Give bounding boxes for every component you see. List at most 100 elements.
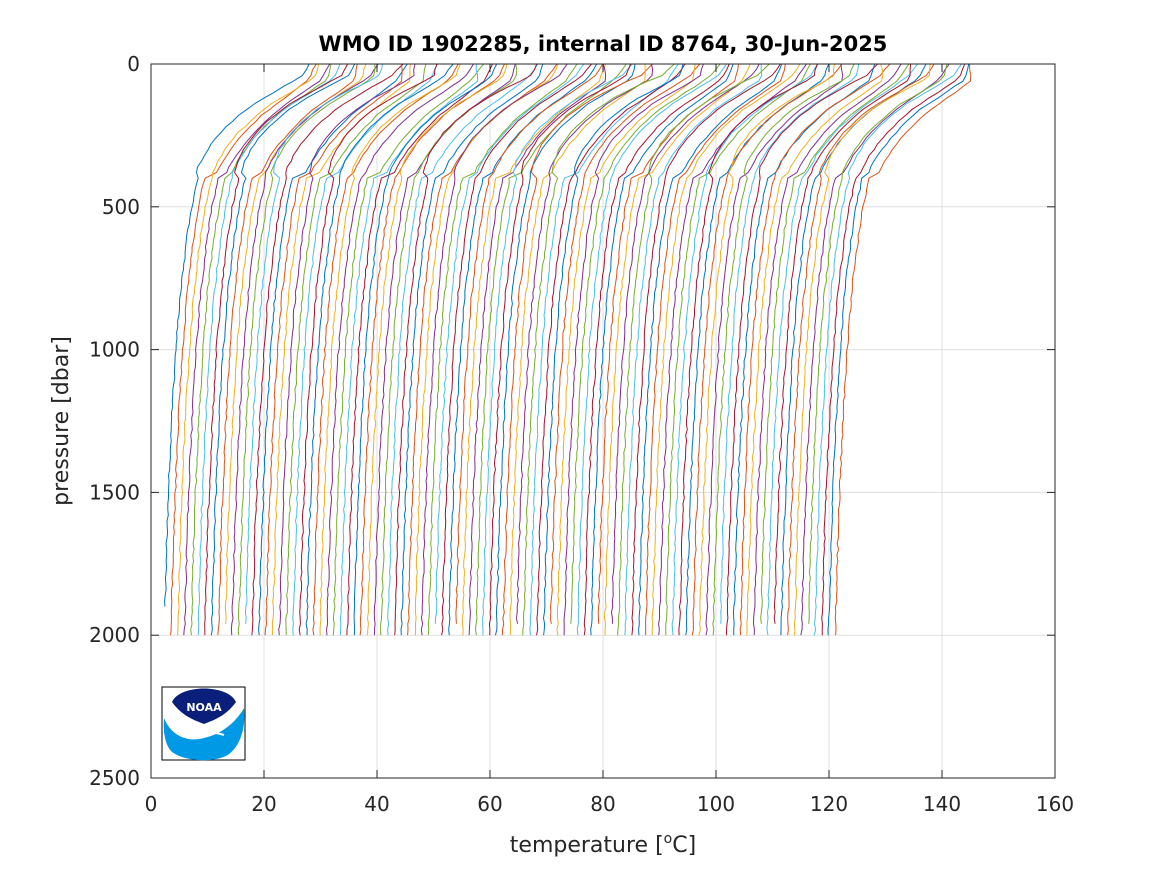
profile-line xyxy=(359,63,505,636)
profile-line xyxy=(698,63,836,636)
profile-line xyxy=(536,63,686,636)
profile-line xyxy=(556,63,696,636)
profile-line xyxy=(549,63,701,624)
profile-line xyxy=(583,63,730,636)
profile-line xyxy=(251,63,404,636)
profile-line xyxy=(725,63,878,636)
profile-line xyxy=(366,63,508,636)
y-tick-label: 0 xyxy=(127,52,140,76)
profile-line xyxy=(800,63,950,636)
profile-line xyxy=(705,63,844,636)
profile-line xyxy=(658,63,807,636)
y-tick-label: 1500 xyxy=(89,480,140,504)
profile-line xyxy=(197,63,341,636)
profile-line xyxy=(400,63,544,636)
x-tick-label: 20 xyxy=(251,792,276,816)
y-tick-label: 500 xyxy=(102,195,140,219)
profile-line xyxy=(603,63,751,636)
profile-line xyxy=(542,63,684,636)
profile-line xyxy=(177,63,319,636)
x-tick-label: 40 xyxy=(364,792,389,816)
profile-line xyxy=(258,63,408,636)
x-tick-label: 0 xyxy=(145,792,158,816)
profile-line xyxy=(638,63,783,636)
profile-line xyxy=(787,63,935,636)
profile-line xyxy=(448,63,598,636)
y-tick-label: 2500 xyxy=(89,766,140,790)
profile-line xyxy=(204,63,349,636)
profile-line xyxy=(420,63,568,636)
profile-line xyxy=(570,63,721,624)
profile-line xyxy=(685,63,830,636)
profile-line xyxy=(529,63,679,636)
profile-line xyxy=(597,63,739,624)
profile-line xyxy=(387,63,539,636)
x-tick-labels: 0 20 40 60 80 100 120 140 160 xyxy=(145,792,1074,816)
profile-line xyxy=(678,63,819,636)
profile-line xyxy=(217,63,358,636)
x-tick-label: 140 xyxy=(923,792,961,816)
profile-line xyxy=(380,63,518,636)
logo-text: NOAA xyxy=(186,701,222,714)
profile-line xyxy=(712,63,855,636)
profile-line xyxy=(210,63,356,636)
x-axis-label: temperature [oC] xyxy=(510,831,696,858)
profile-line xyxy=(434,63,585,624)
profile-line xyxy=(501,63,653,636)
profile-line xyxy=(455,63,604,624)
profile-line xyxy=(325,63,474,636)
profile-line xyxy=(617,63,770,636)
x-tick-label: 60 xyxy=(477,792,502,816)
profile-line xyxy=(760,63,910,624)
profile-line xyxy=(720,63,860,624)
profile-line xyxy=(813,63,962,636)
profile-line xyxy=(474,63,627,636)
profile-line xyxy=(509,63,646,636)
profile-line xyxy=(230,63,379,636)
profile-line xyxy=(353,63,498,636)
y-tick-label: 2000 xyxy=(89,623,140,647)
logo-light-shape xyxy=(163,708,245,761)
logo-dark-shape xyxy=(172,688,236,724)
profile-line xyxy=(427,63,578,636)
profile-line xyxy=(495,63,636,636)
noaa-logo: NOAA xyxy=(161,686,246,761)
profile-line xyxy=(312,63,459,636)
profile-line xyxy=(651,63,801,636)
profile-line xyxy=(739,63,891,636)
chart-title: WMO ID 1902285, internal ID 8764, 30-Jun… xyxy=(319,32,888,56)
profile-line xyxy=(298,63,438,636)
profile-line xyxy=(482,63,633,636)
profile-line xyxy=(339,63,479,636)
y-axis-label: pressure [dbar] xyxy=(49,336,74,506)
profile-line xyxy=(773,63,912,624)
profile-line xyxy=(346,63,493,636)
profile-line xyxy=(278,63,416,636)
profile-line xyxy=(224,63,367,624)
profile-line xyxy=(691,63,843,636)
profile-line xyxy=(394,63,538,636)
profile-line xyxy=(244,63,383,624)
profile-line xyxy=(183,63,331,636)
profile-line xyxy=(576,63,728,636)
profile-line xyxy=(468,63,607,636)
profile-line xyxy=(319,63,461,636)
profile-line xyxy=(305,63,454,636)
profile-line xyxy=(793,63,931,636)
profile-line xyxy=(441,63,592,636)
profile-line xyxy=(164,63,310,607)
profile-line xyxy=(631,63,781,636)
profile-line xyxy=(332,63,485,636)
profile-line xyxy=(645,63,786,636)
axis-ticks xyxy=(150,63,1056,779)
profile-line xyxy=(827,63,970,636)
profile-lines xyxy=(164,63,972,636)
profile-line xyxy=(665,63,811,636)
profile-line xyxy=(610,63,760,624)
profile-line xyxy=(488,63,632,636)
profile-line xyxy=(271,63,411,636)
profile-line xyxy=(821,63,966,636)
x-tick-label: 100 xyxy=(697,792,735,816)
profile-line xyxy=(292,63,438,636)
profile-line xyxy=(752,63,902,636)
